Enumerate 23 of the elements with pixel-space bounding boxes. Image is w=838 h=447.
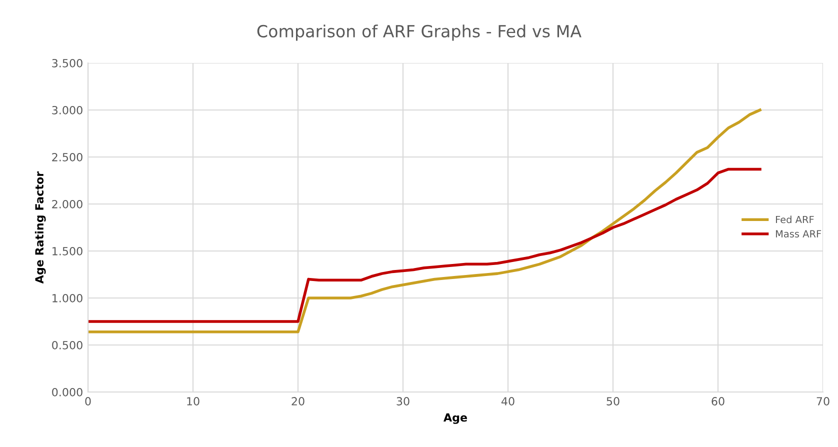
legend-label: Mass ARF [776, 230, 822, 238]
y-tick-label: 0.000 [52, 388, 82, 396]
y-tick-label: 1.000 [52, 294, 82, 302]
y-axis-title: Age Rating Factor [34, 171, 46, 284]
x-tick-label: 40 [501, 397, 514, 406]
x-tick-label: 20 [292, 397, 304, 406]
x-tick-label: 10 [187, 397, 200, 406]
line-series [88, 168, 762, 323]
x-axis-title: Age [444, 413, 468, 424]
chart-title: Comparison of ARF Graphs - Fed vs MA [257, 24, 582, 41]
y-tick-label: 2.500 [52, 152, 82, 162]
x-tick-label: 70 [816, 397, 830, 406]
x-tick-label: 0 [85, 397, 91, 406]
line-series [88, 108, 762, 334]
x-tick-label: 60 [712, 397, 724, 406]
y-tick-label: 0.500 [52, 340, 82, 350]
legend-label: Fed ARF [776, 216, 814, 224]
y-tick-label: 3.500 [52, 58, 82, 68]
y-tick-label: 3.000 [52, 106, 82, 114]
y-tick-label: 2.000 [52, 200, 82, 208]
y-tick-label: 1.500 [52, 246, 82, 256]
x-tick-label: 50 [606, 397, 620, 406]
x-tick-label: 30 [396, 397, 410, 406]
